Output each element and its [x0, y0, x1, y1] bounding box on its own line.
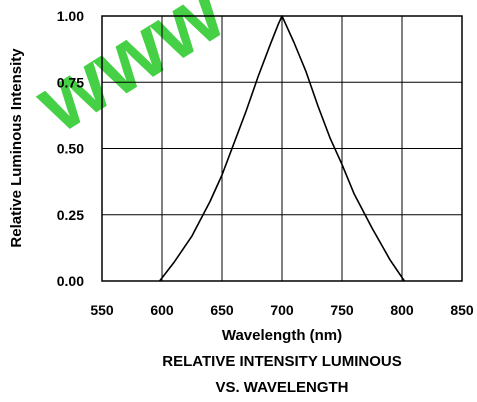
x-axis-label: Wavelength (nm) [222, 327, 342, 344]
x-tick-label: 650 [210, 302, 234, 318]
x-tick-label: 600 [150, 302, 174, 318]
x-tick-label: 800 [390, 302, 414, 318]
x-tick-label: 550 [90, 302, 114, 318]
y-tick-label: 0.50 [57, 141, 84, 157]
y-tick-label: 0.75 [57, 74, 84, 90]
chart-subtitle: VS. WAVELENGTH [215, 379, 348, 396]
chart-title: RELATIVE INTENSITY LUMINOUS [162, 353, 401, 370]
tick-labels: 550 600 650 700 750 800 850 0.00 0.25 0.50 0.75 1.0… [57, 8, 474, 318]
x-tick-label: 700 [270, 302, 294, 318]
x-tick-label: 850 [450, 302, 474, 318]
y-tick-label: 0.00 [57, 273, 84, 289]
y-tick-label: 0.25 [57, 207, 84, 223]
x-tick-label: 750 [330, 302, 354, 318]
y-axis-label: Relative Luminous Intensity [8, 48, 25, 248]
y-tick-label: 1.00 [57, 8, 84, 24]
plot-frame [101, 15, 463, 282]
watermark-text: www [18, 0, 241, 152]
